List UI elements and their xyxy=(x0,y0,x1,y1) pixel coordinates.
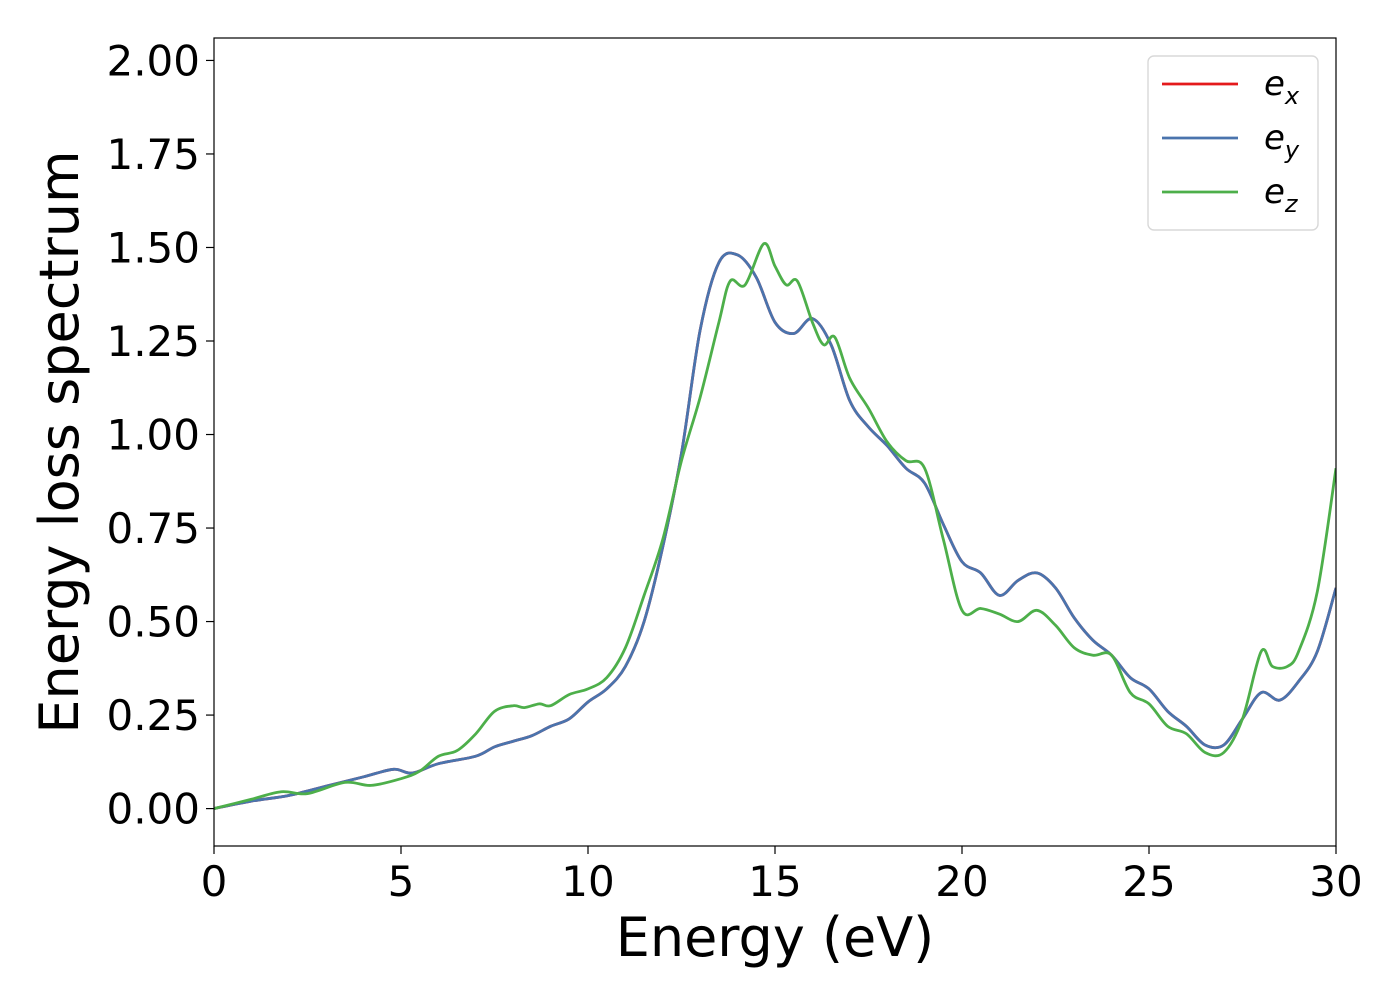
legend-label-ex: ex xyxy=(1264,64,1300,110)
y-tick-label: 0.50 xyxy=(106,598,200,647)
series-line-ey xyxy=(214,251,1336,810)
legend-label-base: e xyxy=(1264,118,1285,158)
y-tick-label: 1.00 xyxy=(106,411,200,460)
y-tick-label: 1.50 xyxy=(106,223,200,272)
x-tick-label: 15 xyxy=(748,857,801,906)
legend-label-subscript: y xyxy=(1284,136,1300,164)
y-tick-label: 2.00 xyxy=(106,36,200,85)
legend-label-base: e xyxy=(1264,64,1285,104)
legend-label-subscript: x xyxy=(1284,82,1300,110)
y-tick-label: 0.75 xyxy=(106,504,200,553)
x-tick-label: 30 xyxy=(1309,857,1362,906)
series-layer xyxy=(214,242,1336,810)
legend-label-ey: ey xyxy=(1264,118,1300,164)
y-tick-label: 1.75 xyxy=(106,130,200,179)
x-tick-label: 0 xyxy=(201,857,228,906)
y-axis-title: Energy loss spectrum xyxy=(28,150,91,733)
legend-label-ez: ez xyxy=(1264,172,1299,218)
y-tick-label: 0.25 xyxy=(106,691,200,740)
y-tick-label: 0.00 xyxy=(106,785,200,834)
x-tick-label: 25 xyxy=(1122,857,1175,906)
legend-label-base: e xyxy=(1264,172,1285,212)
x-tick-label: 20 xyxy=(935,857,988,906)
x-tick-label: 5 xyxy=(388,857,415,906)
x-axis: 0 5 10 15 20 25 30 xyxy=(201,846,1363,906)
legend-label-subscript: z xyxy=(1284,190,1299,218)
series-line-ez xyxy=(214,242,1336,810)
x-tick-label: 10 xyxy=(561,857,614,906)
legend-box xyxy=(1147,55,1319,231)
y-axis: 0.00 0.25 0.50 0.75 1.00 1.25 1.50 1.75 2.00 xyxy=(106,36,214,834)
x-axis-title: Energy (eV) xyxy=(616,906,935,969)
y-tick-label: 1.25 xyxy=(106,317,200,366)
